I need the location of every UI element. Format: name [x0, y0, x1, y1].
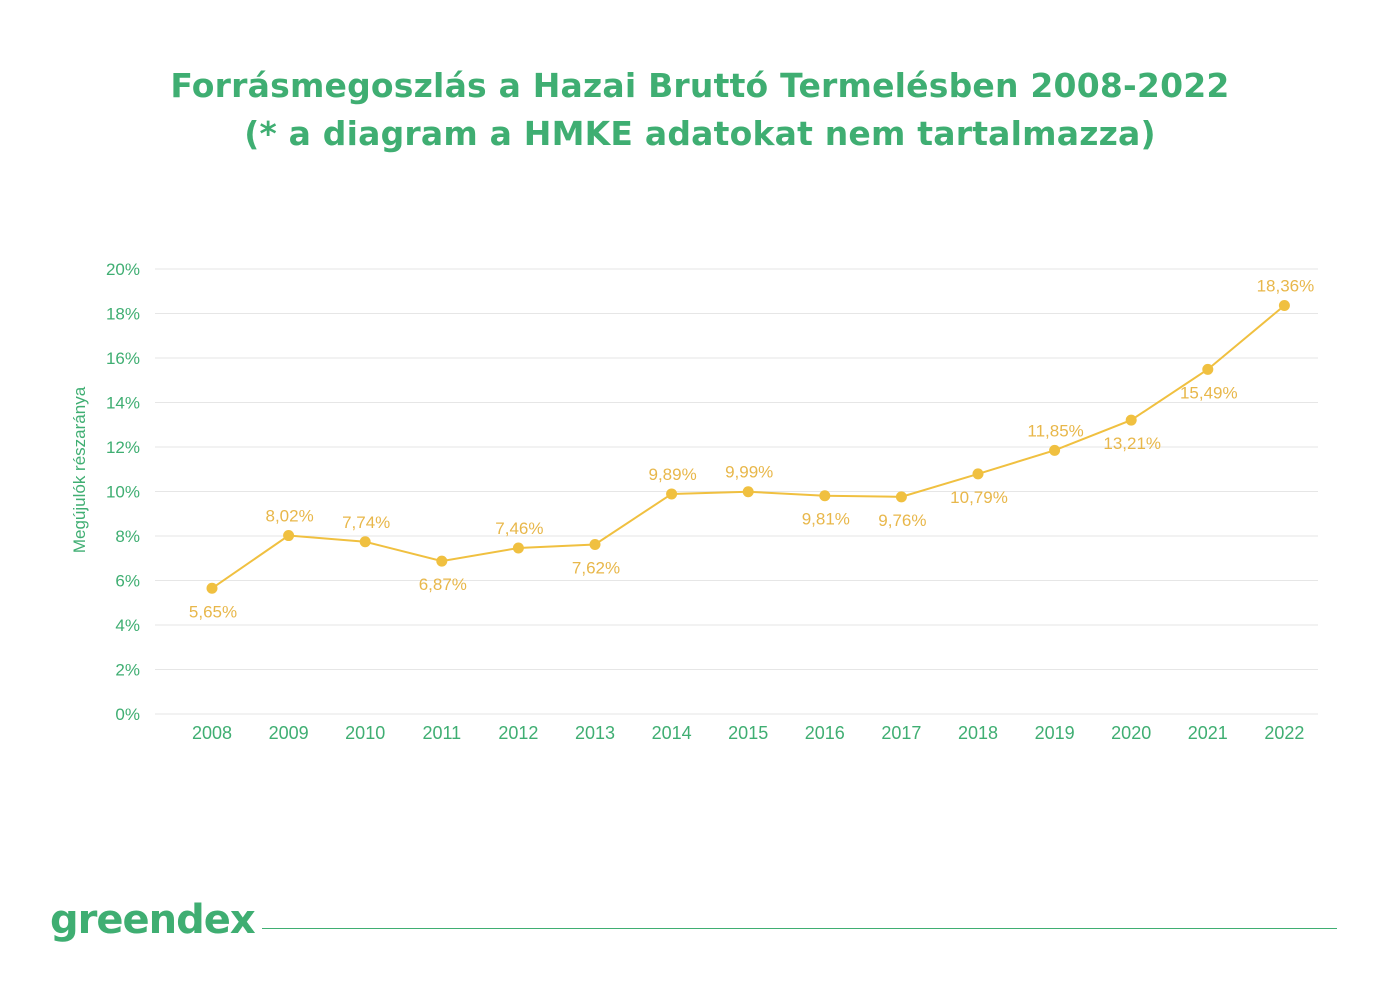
- x-tick-label: 2011: [422, 723, 461, 743]
- data-label: 6,87%: [419, 575, 467, 594]
- data-label: 18,36%: [1257, 276, 1315, 295]
- data-point: [1125, 414, 1137, 426]
- data-label: 9,76%: [878, 511, 926, 530]
- data-point: [512, 542, 524, 554]
- data-label: 7,74%: [342, 513, 390, 532]
- data-point: [436, 555, 448, 567]
- data-point: [819, 490, 831, 502]
- y-tick-label: 8%: [115, 527, 140, 546]
- data-label: 5,65%: [189, 602, 237, 621]
- data-label: 15,49%: [1180, 383, 1238, 402]
- data-label: 10,79%: [950, 488, 1008, 507]
- y-axis-label: Megújulók részaránya: [70, 386, 89, 553]
- y-tick-label: 4%: [115, 616, 140, 635]
- y-tick-label: 18%: [106, 305, 140, 324]
- y-tick-label: 2%: [115, 661, 140, 680]
- x-tick-label: 2015: [728, 723, 768, 743]
- data-labels: 5,65% 8,02% 7,74% 6,87% 7,46% 7,62% 9,89% 9,99%…: [189, 276, 1314, 621]
- x-tick-label: 2019: [1035, 723, 1075, 743]
- data-point: [1278, 299, 1290, 311]
- footer-divider: [262, 928, 1337, 929]
- x-tick-label: 2014: [652, 723, 692, 743]
- x-tick-label: 2009: [269, 723, 309, 743]
- chart-title-line-1: Forrásmegoszlás a Hazai Bruttó Termelésb…: [170, 66, 1230, 105]
- data-point: [972, 468, 984, 480]
- data-label: 7,46%: [495, 519, 543, 538]
- x-tick-label: 2012: [498, 723, 538, 743]
- data-point: [1049, 444, 1061, 456]
- x-tick-label: 2021: [1188, 723, 1228, 743]
- data-label: 13,21%: [1103, 434, 1161, 453]
- data-label: 9,99%: [725, 463, 773, 482]
- chart-title: Forrásmegoszlás a Hazai Bruttó Termelésb…: [0, 62, 1400, 158]
- x-axis-ticks: 2008 2009 2010 2011 2012 2013 2014 2015 2016 2017…: [192, 723, 1304, 743]
- x-tick-label: 2018: [958, 723, 998, 743]
- data-point: [206, 582, 218, 594]
- y-tick-label: 10%: [106, 483, 140, 502]
- x-tick-label: 2013: [575, 723, 615, 743]
- y-axis-ticks: 0% 2% 4% 6% 8% 10% 12% 14% 16% 18% 20%: [106, 260, 140, 724]
- data-points: [206, 299, 1290, 594]
- data-point: [1202, 363, 1214, 375]
- data-label: 9,81%: [802, 510, 850, 529]
- data-point: [742, 486, 754, 498]
- x-tick-label: 2010: [345, 723, 385, 743]
- gridlines: [155, 268, 1318, 715]
- data-point: [359, 536, 371, 548]
- x-tick-label: 2016: [805, 723, 845, 743]
- y-tick-label: 14%: [106, 394, 140, 413]
- data-label: 9,89%: [648, 465, 696, 484]
- x-tick-label: 2022: [1264, 723, 1304, 743]
- x-tick-label: 2008: [192, 723, 232, 743]
- data-point: [895, 491, 907, 503]
- data-point: [666, 488, 678, 500]
- y-tick-label: 16%: [106, 349, 140, 368]
- data-label: 8,02%: [265, 507, 313, 526]
- chart-title-line-2: (* a diagram a HMKE adatokat nem tartalm…: [244, 114, 1156, 153]
- data-label: 7,62%: [572, 558, 620, 577]
- y-tick-label: 12%: [106, 438, 140, 457]
- x-tick-label: 2020: [1111, 723, 1151, 743]
- data-point: [283, 530, 295, 542]
- data-label: 11,85%: [1027, 421, 1083, 440]
- y-tick-label: 0%: [115, 705, 140, 724]
- greendex-logo: greendex: [50, 897, 256, 943]
- x-tick-label: 2017: [881, 723, 921, 743]
- y-tick-label: 6%: [115, 572, 140, 591]
- data-point: [589, 538, 601, 550]
- y-tick-label: 20%: [106, 260, 140, 279]
